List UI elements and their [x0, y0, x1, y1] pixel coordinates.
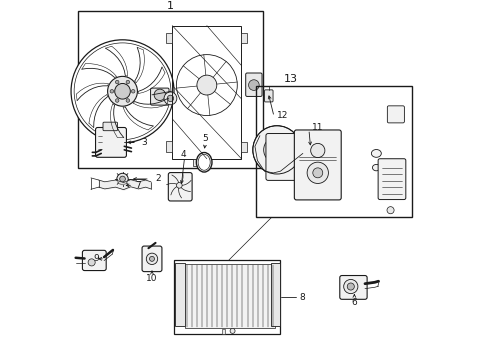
Text: 2: 2 [155, 175, 161, 184]
FancyBboxPatch shape [142, 246, 162, 272]
Circle shape [248, 80, 259, 90]
FancyBboxPatch shape [96, 127, 126, 157]
Circle shape [230, 328, 235, 333]
Text: 3: 3 [141, 138, 147, 147]
FancyBboxPatch shape [378, 159, 406, 199]
Text: 9: 9 [94, 255, 99, 264]
Circle shape [167, 95, 173, 102]
FancyBboxPatch shape [150, 88, 169, 105]
FancyBboxPatch shape [82, 250, 106, 271]
Bar [242, 33, 247, 43]
Circle shape [108, 76, 137, 106]
Circle shape [71, 40, 174, 143]
FancyBboxPatch shape [245, 73, 262, 96]
Circle shape [126, 99, 130, 102]
FancyBboxPatch shape [266, 134, 298, 180]
Ellipse shape [196, 153, 212, 172]
Bar [242, 142, 247, 152]
FancyBboxPatch shape [103, 122, 118, 131]
Ellipse shape [371, 149, 381, 157]
Circle shape [149, 256, 154, 261]
Text: 5: 5 [202, 134, 208, 143]
Text: 13: 13 [284, 74, 298, 84]
Bar [166, 141, 172, 152]
FancyBboxPatch shape [169, 172, 192, 201]
Text: 1: 1 [167, 1, 174, 11]
Text: 10: 10 [146, 274, 158, 283]
Bar [175, 264, 185, 325]
Ellipse shape [198, 154, 210, 170]
Circle shape [120, 176, 125, 182]
Ellipse shape [372, 165, 380, 171]
Circle shape [116, 80, 119, 84]
Text: 12: 12 [277, 111, 289, 120]
Circle shape [270, 143, 284, 157]
Circle shape [117, 173, 128, 185]
Bar [185, 264, 275, 328]
Circle shape [126, 80, 130, 84]
Bar [270, 264, 280, 325]
Circle shape [264, 136, 290, 163]
Circle shape [115, 84, 130, 99]
Bar [166, 33, 172, 43]
Bar [256, 86, 412, 217]
Circle shape [307, 162, 328, 184]
Circle shape [311, 143, 325, 158]
Bar [172, 26, 242, 159]
Circle shape [253, 126, 301, 174]
FancyBboxPatch shape [388, 106, 404, 123]
Bar [174, 260, 280, 334]
Circle shape [110, 90, 114, 93]
Text: 7: 7 [136, 181, 142, 190]
Circle shape [131, 90, 135, 93]
Circle shape [343, 279, 358, 294]
Circle shape [176, 183, 182, 188]
Circle shape [154, 89, 166, 100]
Circle shape [164, 92, 177, 105]
Circle shape [387, 207, 394, 214]
Bar [78, 12, 263, 168]
FancyBboxPatch shape [294, 130, 341, 200]
Bar [222, 329, 225, 334]
Circle shape [88, 259, 95, 266]
Text: 8: 8 [299, 293, 305, 302]
Text: 4: 4 [180, 150, 186, 159]
FancyBboxPatch shape [340, 275, 367, 299]
Circle shape [116, 99, 119, 102]
Bar [193, 159, 205, 166]
Circle shape [347, 283, 354, 290]
Circle shape [197, 75, 217, 95]
Text: 6: 6 [351, 298, 357, 307]
FancyBboxPatch shape [265, 90, 273, 102]
Circle shape [147, 253, 158, 265]
Text: 11: 11 [312, 123, 323, 132]
Circle shape [313, 168, 323, 178]
